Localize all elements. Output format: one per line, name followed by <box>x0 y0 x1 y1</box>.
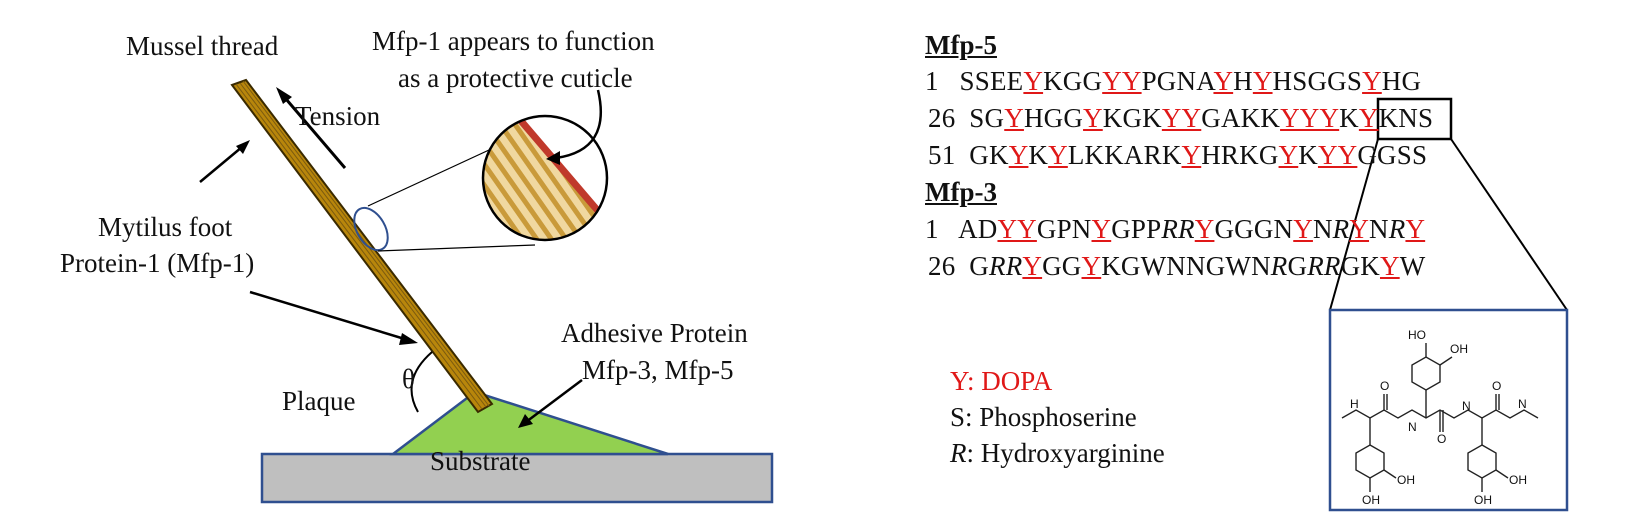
tension-arrow <box>278 91 347 169</box>
tripeptide-structure <box>1341 343 1539 492</box>
theta-label: θ <box>402 364 415 394</box>
mussel-thread-label: Mussel thread <box>126 31 279 61</box>
atom-o-2: O <box>1437 432 1447 446</box>
mfp3-row-1: 1 ADYYGPNYGPPRRYGGGNYNRYNRY <box>925 214 1426 244</box>
adhesive-label-line-1: Adhesive Protein <box>561 318 748 348</box>
adhesive-arrow <box>525 379 583 423</box>
mfp3-heading: Mfp-3 <box>925 177 997 207</box>
atom-ho-top: HO <box>1408 328 1426 342</box>
mfp5-row-1: 1 SSEEYKGGYYPGNAYHYHSGGSYHG <box>925 66 1422 96</box>
dopa-structure-panel <box>1328 308 1569 512</box>
substrate-label: Substrate <box>430 446 531 476</box>
legend-hydroxyarginine: R: Hydroxyarginine <box>950 438 1165 469</box>
legend-r-letter: R <box>950 438 967 468</box>
zoom-ellipse <box>353 206 389 252</box>
thread-pointer-arrow <box>199 146 243 183</box>
magnified-cuticle-circle <box>481 114 609 242</box>
mfp1-label-line-2: Protein-1 (Mfp-1) <box>60 248 255 278</box>
yyy-highlight-box <box>1376 97 1453 141</box>
mfp1-label-line-1: Mytilus foot <box>98 212 233 242</box>
atom-oh-left-ring: OH <box>1397 473 1415 487</box>
atom-n-3: N <box>1518 397 1527 411</box>
tension-label: Tension <box>295 101 381 131</box>
atom-n-2: N <box>1462 399 1471 413</box>
substrate-block <box>260 452 774 504</box>
callout-line-2: as a protective cuticle <box>398 63 633 93</box>
legend-dopa: Y: DOPA <box>950 366 1053 396</box>
mussel-thread <box>230 78 494 414</box>
mfp3-row-2: 26 GRRYGGYKGWNNGWNRGRRGKYW <box>928 251 1426 281</box>
atom-oh-right-ring: OH <box>1509 473 1527 487</box>
legend-r-text: : Hydroxyarginine <box>966 438 1165 468</box>
atom-n-1: N <box>1408 420 1417 434</box>
adhesive-label-line-2: Mfp-3, Mfp-5 <box>582 355 734 385</box>
legend-phosphoserine: S: Phosphoserine <box>950 402 1137 432</box>
atom-nh-left: H <box>1350 397 1359 411</box>
mfp5-row-3: 51 GKYKYLKKARKYHRKGYKYYGGSS <box>928 140 1428 170</box>
theta-arc <box>410 351 433 413</box>
atom-oh-right-bottom: OH <box>1474 493 1492 507</box>
callout-line-1: Mfp-1 appears to function <box>372 26 655 56</box>
plaque-label: Plaque <box>282 386 356 416</box>
atom-oh-left-bottom: OH <box>1362 493 1380 507</box>
atom-o-1: O <box>1380 379 1390 393</box>
mfp5-heading: Mfp-5 <box>925 30 997 60</box>
cuticle-curved-arrow <box>555 89 603 160</box>
mfp5-row-2: 26 SGYHGGYKGKYYGAKKYYYKYKNS <box>928 103 1434 133</box>
mfp1-arrow <box>249 290 409 342</box>
atom-o-3: O <box>1492 379 1502 393</box>
atom-oh-top: OH <box>1450 342 1468 356</box>
